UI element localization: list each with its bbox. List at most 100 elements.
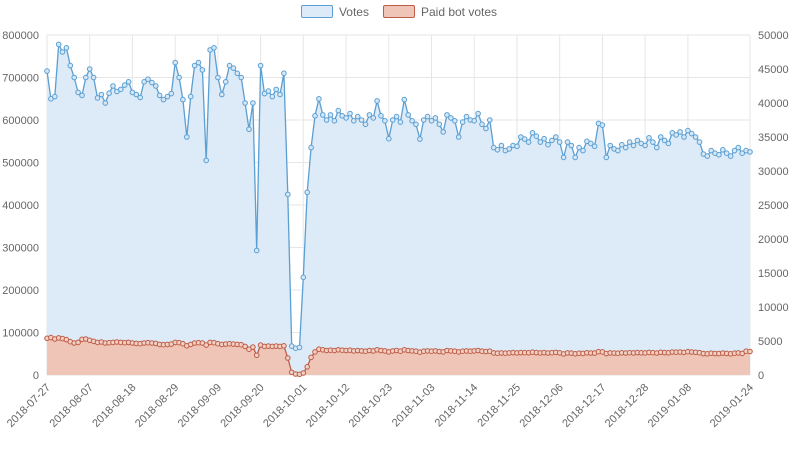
y-axis-left-tick-label: 700000: [2, 73, 39, 85]
data-point-votes: [199, 67, 206, 73]
data-point-votes: [529, 130, 536, 136]
data-point-votes: [230, 65, 237, 71]
data-point-votes: [685, 127, 691, 134]
data-point-votes: [471, 118, 478, 124]
x-axis-tick-label: 2018-08-29: [133, 382, 181, 430]
data-point-votes: [708, 147, 715, 154]
legend-swatch-paid-bot-votes: [382, 5, 415, 18]
data-point-votes: [681, 134, 687, 140]
data-point-votes: [494, 147, 501, 153]
data-point-votes: [102, 100, 109, 106]
data-point-votes: [677, 129, 683, 135]
data-point-votes: [374, 98, 380, 104]
data-point-votes: [401, 96, 408, 103]
x-axis-tick-label: 2018-10-01: [261, 382, 309, 430]
data-point-votes: [149, 79, 155, 86]
data-point-votes: [634, 137, 641, 144]
data-point-votes: [475, 110, 481, 117]
y-axis-left-tick-label: 300000: [2, 243, 39, 255]
data-point-votes: [704, 153, 711, 159]
data-point-votes: [452, 118, 458, 124]
data-point-paid-bot-votes: [285, 355, 291, 361]
data-point-votes: [436, 121, 443, 128]
data-point-votes: [118, 86, 124, 93]
data-point-votes: [417, 136, 423, 142]
x-axis-tick-label: 2018-08-07: [48, 382, 96, 430]
data-point-votes: [463, 113, 470, 120]
data-point-votes: [63, 45, 70, 51]
data-point-votes: [498, 142, 505, 149]
data-point-votes: [226, 62, 233, 69]
data-point-paid-bot-votes: [300, 370, 307, 376]
data-point-votes: [378, 113, 384, 119]
data-point-votes: [553, 134, 559, 140]
data-point-votes: [599, 122, 606, 128]
data-point-votes: [366, 112, 373, 118]
x-axis-tick-label: 2019-01-08: [646, 382, 694, 430]
legend-swatch-votes: [300, 5, 333, 18]
data-point-paid-bot-votes: [250, 344, 256, 350]
data-point-votes: [94, 95, 101, 101]
data-point-votes: [424, 113, 431, 120]
legend-label-paid-bot-votes: Paid bot votes: [420, 4, 498, 19]
data-point-votes: [257, 62, 264, 69]
data-point-paid-bot-votes: [75, 339, 81, 346]
data-point-votes: [521, 136, 528, 142]
legend-item-paid-bot-votes[interactable]: Paid bot votes: [382, 4, 498, 19]
y-axis-right-tick-label: 45000: [758, 64, 789, 76]
data-point-votes: [246, 126, 252, 133]
data-point-votes: [55, 41, 62, 48]
x-axis-tick-label: 2018-10-12: [304, 382, 352, 430]
y-axis-left-tick-label: 500000: [2, 158, 39, 170]
data-point-votes: [444, 112, 450, 118]
data-point-votes: [661, 137, 668, 144]
y-axis-right-tick-label: 35000: [758, 132, 789, 144]
data-point-votes: [588, 140, 594, 147]
data-point-votes: [250, 100, 256, 106]
data-point-votes: [696, 139, 703, 145]
x-axis-tick-label: 2018-12-17: [560, 382, 608, 430]
y-axis-right-tick-label: 5000: [758, 336, 782, 348]
data-point-votes: [560, 154, 567, 161]
data-point-votes: [626, 139, 633, 145]
x-axis-tick-label: 2018-10-23: [347, 382, 395, 430]
data-point-votes: [160, 96, 167, 103]
area-votes: [47, 44, 750, 376]
x-axis-tick-label: 2018-11-03: [390, 382, 438, 430]
data-point-votes: [273, 86, 280, 93]
data-point-votes: [393, 113, 400, 120]
x-axis-tick-label: 2018-11-25: [475, 382, 523, 430]
data-point-votes: [86, 66, 93, 72]
data-point-votes: [79, 92, 85, 99]
data-point-votes: [487, 117, 493, 123]
data-point-votes: [83, 74, 89, 81]
data-point-votes: [514, 143, 520, 150]
data-point-votes: [312, 113, 318, 119]
data-point-votes: [242, 100, 248, 106]
data-point-votes: [580, 147, 586, 154]
data-point-votes: [397, 119, 404, 125]
data-point-votes: [549, 137, 555, 144]
data-point-votes: [304, 189, 311, 196]
data-point-votes: [191, 62, 198, 69]
data-point-votes: [541, 135, 547, 142]
data-point-paid-bot-votes: [304, 364, 311, 370]
data-point-votes: [358, 117, 365, 123]
data-point-votes: [211, 45, 217, 51]
legend-item-votes[interactable]: Votes: [300, 5, 369, 18]
data-point-votes: [238, 74, 244, 81]
data-point-votes: [75, 89, 81, 96]
data-point-votes: [448, 115, 454, 121]
data-point-votes: [331, 118, 338, 124]
data-point-votes: [187, 93, 194, 100]
data-point-votes: [296, 344, 303, 351]
data-point-votes: [90, 74, 97, 81]
data-point-votes: [646, 135, 652, 141]
x-axis-tick-label: 2018-12-28: [603, 382, 651, 430]
data-point-votes: [362, 121, 369, 128]
y-axis-left-tick-label: 200000: [2, 285, 39, 297]
data-point-votes: [253, 247, 260, 254]
data-point-votes: [735, 144, 742, 151]
data-point-votes: [564, 139, 571, 145]
